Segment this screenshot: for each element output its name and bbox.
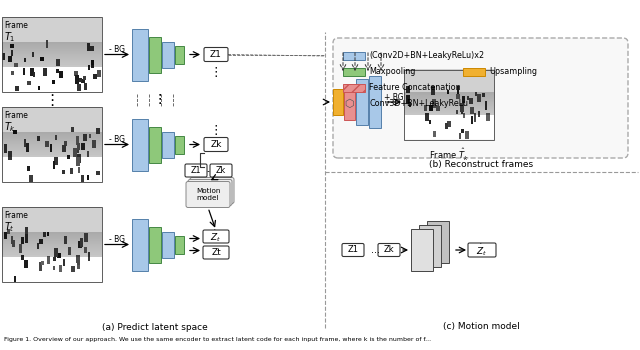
Text: + BG: + BG	[384, 92, 404, 102]
FancyBboxPatch shape	[468, 243, 496, 257]
Bar	[175, 135, 184, 154]
Text: - BG: - BG	[109, 135, 125, 144]
Text: Z1: Z1	[191, 166, 201, 175]
Text: Zt: Zt	[211, 248, 221, 257]
Text: $\dot{Z}_t$: $\dot{Z}_t$	[211, 229, 221, 244]
Text: Maxpooling: Maxpooling	[369, 68, 415, 77]
Text: (a) Predict latent space: (a) Predict latent space	[102, 323, 208, 332]
FancyBboxPatch shape	[190, 177, 234, 203]
Bar	[149, 226, 161, 262]
Text: $T_t$: $T_t$	[4, 220, 15, 234]
Bar	[162, 42, 174, 68]
Text: Frame $\hat{T}_k$: Frame $\hat{T}_k$	[429, 147, 469, 162]
FancyBboxPatch shape	[185, 164, 207, 177]
Bar	[2, 107, 102, 182]
Text: Zk: Zk	[216, 166, 226, 175]
FancyBboxPatch shape	[210, 164, 232, 177]
Bar	[149, 36, 161, 72]
FancyBboxPatch shape	[188, 180, 232, 205]
Text: $T_k$: $T_k$	[4, 120, 16, 134]
Bar	[132, 28, 148, 80]
Bar	[411, 229, 433, 271]
Bar	[2, 17, 102, 92]
Bar	[343, 84, 365, 92]
Text: ⋮: ⋮	[210, 66, 222, 79]
Text: (Conv2D+BN+LeakyReLu)x2: (Conv2D+BN+LeakyReLu)x2	[369, 51, 484, 61]
Text: - BG: - BG	[109, 45, 125, 54]
Bar	[162, 132, 174, 158]
Text: ⬡: ⬡	[344, 99, 354, 109]
Text: Z1: Z1	[348, 245, 358, 254]
Bar	[162, 231, 174, 258]
Bar	[132, 218, 148, 271]
Text: Z1: Z1	[210, 50, 222, 59]
FancyBboxPatch shape	[203, 230, 229, 243]
FancyBboxPatch shape	[204, 48, 228, 62]
FancyBboxPatch shape	[186, 182, 230, 208]
Text: (b) Reconstruct frames: (b) Reconstruct frames	[429, 160, 534, 168]
Bar	[356, 79, 368, 125]
Text: (c) Motion model: (c) Motion model	[443, 322, 520, 330]
Bar	[343, 52, 365, 60]
Text: Conv3D+BN+LeakyReLu: Conv3D+BN+LeakyReLu	[369, 99, 468, 108]
Bar	[419, 225, 441, 267]
Bar	[463, 68, 485, 76]
FancyBboxPatch shape	[333, 38, 628, 158]
Text: ⋮: ⋮	[44, 93, 60, 108]
FancyBboxPatch shape	[203, 246, 229, 259]
Bar	[149, 126, 161, 162]
Bar	[427, 221, 449, 263]
Bar	[2, 207, 102, 282]
Bar	[343, 68, 365, 76]
Bar	[344, 84, 355, 120]
FancyBboxPatch shape	[342, 244, 364, 257]
Text: ⋮: ⋮	[210, 124, 222, 137]
FancyBboxPatch shape	[204, 138, 228, 152]
Text: Motion
model: Motion model	[196, 188, 220, 201]
Bar	[175, 46, 184, 63]
Bar	[175, 236, 184, 253]
Text: Figure 1. Overview of our approach. We use the same encoder to extract latent co: Figure 1. Overview of our approach. We u…	[4, 337, 431, 343]
Text: ...: ...	[371, 245, 380, 255]
Text: Frame: Frame	[4, 21, 28, 30]
Bar	[333, 89, 343, 115]
FancyBboxPatch shape	[378, 244, 400, 257]
Text: ⋮: ⋮	[154, 92, 166, 105]
Text: $\dot{Z}_t$: $\dot{Z}_t$	[476, 242, 488, 258]
Text: Zk: Zk	[384, 245, 394, 254]
Text: Frame: Frame	[4, 211, 28, 220]
Text: Feature Concatenation: Feature Concatenation	[369, 84, 461, 92]
Text: Frame: Frame	[4, 111, 28, 120]
Bar	[132, 119, 148, 170]
Bar	[404, 70, 494, 140]
Text: - BG: - BG	[109, 235, 125, 244]
Text: ⋮: ⋮	[154, 93, 166, 106]
Text: Zk: Zk	[211, 140, 221, 149]
Bar	[369, 76, 381, 128]
Text: $T_1$: $T_1$	[4, 30, 15, 44]
Text: Upsampling: Upsampling	[489, 68, 537, 77]
